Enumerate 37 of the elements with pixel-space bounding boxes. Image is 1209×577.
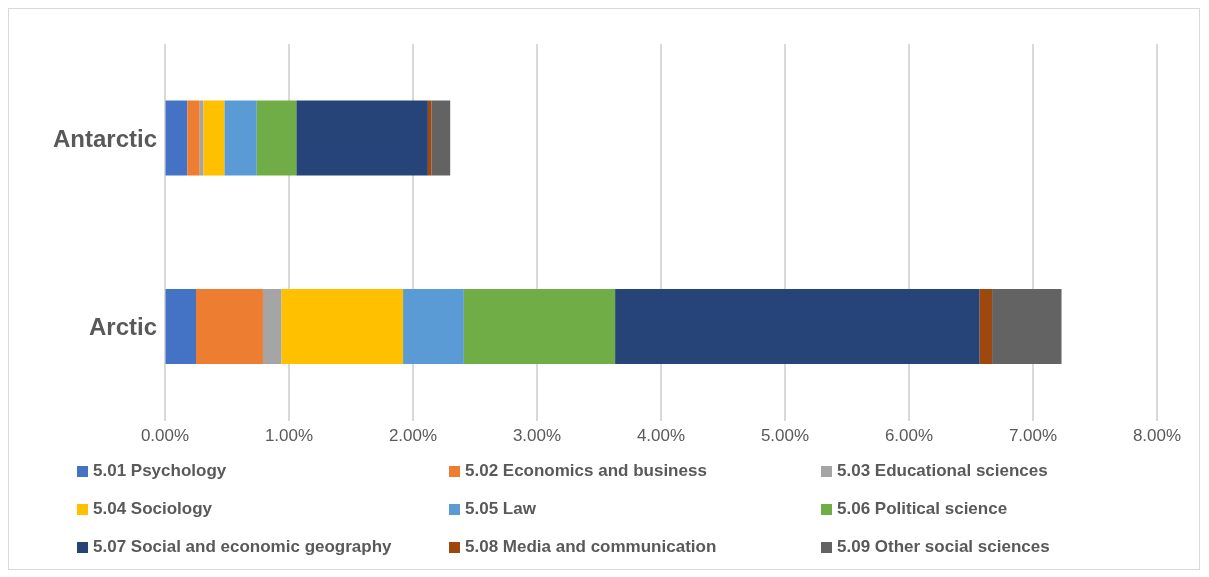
y-tick-label: Arctic xyxy=(88,313,157,341)
bar xyxy=(165,289,196,365)
bar xyxy=(224,100,257,176)
x-tick-label: 5.00% xyxy=(760,426,810,446)
bar xyxy=(403,289,464,365)
bar xyxy=(187,100,200,176)
bar xyxy=(427,100,432,176)
legend-label: 5.02 Economics and business xyxy=(465,461,707,481)
legend-label: 5.09 Other social sciences xyxy=(837,537,1050,557)
legend-label: 5.03 Educational sciences xyxy=(837,461,1048,481)
x-tick-label: 7.00% xyxy=(1008,426,1058,446)
legend-label: 5.06 Political science xyxy=(837,499,1008,519)
bar xyxy=(262,289,282,365)
x-tick-label: 8.00% xyxy=(1132,426,1182,446)
bar xyxy=(196,289,263,365)
bar xyxy=(463,289,616,365)
bar xyxy=(992,289,1062,365)
legend-label: 5.05 Law xyxy=(465,499,536,519)
legend-label: 5.01 Psychology xyxy=(93,461,227,481)
legend-label: 5.08 Media and communication xyxy=(465,537,717,557)
bar xyxy=(256,100,297,176)
bar xyxy=(165,100,188,176)
x-tick-label: 1.00% xyxy=(264,426,314,446)
bar xyxy=(281,289,404,365)
x-tick-label: 6.00% xyxy=(884,426,934,446)
bar xyxy=(203,100,225,176)
x-tick-label: 3.00% xyxy=(512,426,562,446)
x-tick-label: 0.00% xyxy=(140,426,190,446)
bar xyxy=(296,100,428,176)
bar xyxy=(979,289,993,365)
bar xyxy=(431,100,451,176)
x-tick-label: 4.00% xyxy=(636,426,686,446)
y-tick-label: Antarctic xyxy=(52,124,157,152)
legend-label: 5.04 Sociology xyxy=(93,499,213,519)
x-tick-label: 2.00% xyxy=(388,426,438,446)
bar xyxy=(615,289,980,365)
legend-label: 5.07 Social and economic geography xyxy=(93,537,392,557)
